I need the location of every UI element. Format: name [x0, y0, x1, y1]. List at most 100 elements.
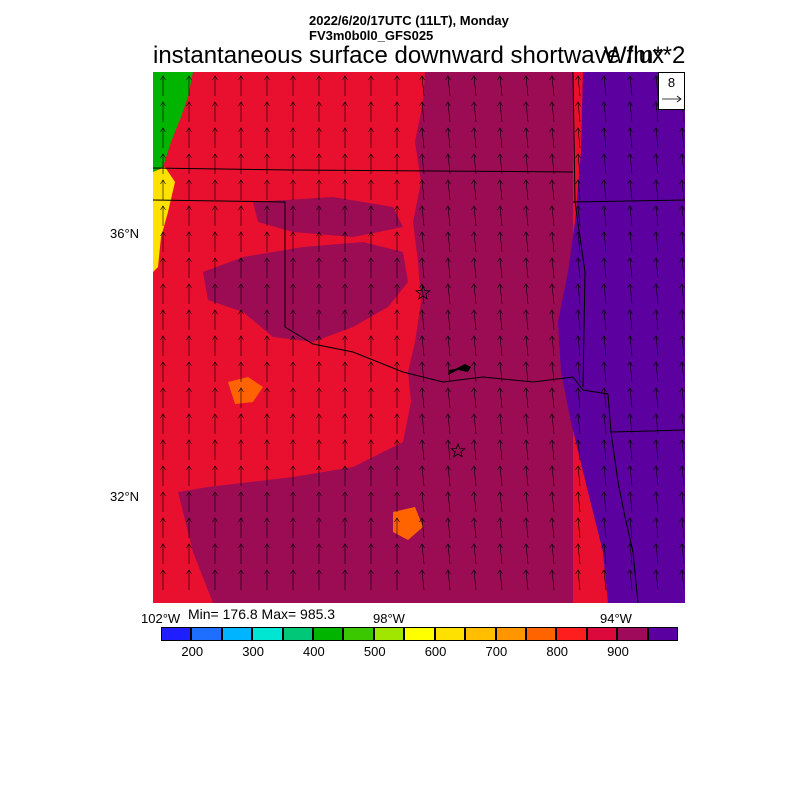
wind-vector-arrow: [238, 231, 244, 252]
wind-vector-arrow: [186, 205, 192, 226]
wind-vector-arrow: [160, 543, 166, 564]
wind-vector-arrow: [549, 283, 555, 305]
wind-vector-arrow: [523, 439, 529, 461]
wind-vector-arrow: [445, 517, 451, 539]
wind-vector-arrow: [290, 335, 296, 356]
wind-vector-arrow: [160, 413, 166, 434]
wind-vector-arrow: [394, 257, 400, 278]
vector-legend: 8: [658, 72, 685, 110]
wind-vector-arrow: [445, 491, 451, 513]
wind-vector-arrow: [264, 231, 270, 252]
wind-vector-arrow: [497, 543, 503, 565]
colorbar-swatch: [525, 627, 557, 641]
wind-vector-arrow: [627, 179, 633, 201]
wind-vector-arrow: [212, 335, 218, 356]
wind-vector-arrow: [471, 491, 477, 513]
wind-vector-arrow: [238, 257, 244, 278]
wind-vector-arrow: [212, 491, 218, 512]
wind-vector-arrow: [394, 75, 400, 96]
wind-vector-arrow: [290, 127, 296, 148]
wind-vector-arrow: [419, 413, 425, 435]
wind-vector-arrow: [445, 335, 451, 357]
wind-vector-arrow: [238, 387, 244, 408]
colorbar-swatch: [404, 627, 435, 641]
wind-vector-arrow: [419, 127, 425, 149]
wind-vector-arrow: [497, 517, 503, 539]
wind-vector-arrow: [264, 153, 270, 174]
wind-vector-arrow: [342, 309, 348, 330]
colorbar-tick-label: 800: [546, 644, 569, 659]
wind-vector-arrow: [264, 361, 270, 382]
wind-vector-arrow: [523, 569, 529, 591]
wind-vector-arrow: [523, 101, 529, 123]
wind-vector-arrow: [601, 465, 607, 487]
wind-vector-arrow: [264, 387, 270, 408]
wind-vector-arrow: [653, 543, 659, 565]
wind-vector-arrow: [653, 283, 659, 305]
wind-vector-arrow: [212, 387, 218, 408]
wind-vector-arrow: [316, 101, 322, 122]
wind-vector-arrow: [601, 543, 607, 565]
wind-vector-arrow: [419, 205, 425, 227]
wind-vector-arrow: [186, 309, 192, 330]
wind-vector-arrow: [549, 465, 555, 487]
wind-vector-arrow: [160, 465, 166, 486]
wind-vector-arrow: [653, 361, 659, 383]
wind-vector-arrow: [497, 257, 503, 279]
wind-vector-arrow: [238, 309, 244, 330]
wind-vector-arrow: [627, 569, 633, 591]
wind-vector-arrow: [394, 491, 400, 512]
colorbar-swatch: [343, 627, 374, 641]
wind-vector-arrow: [264, 205, 270, 226]
wind-vector-arrow: [497, 231, 503, 253]
wind-vector-arrow: [264, 439, 270, 460]
map-panel: 8: [153, 72, 685, 603]
wind-vector-arrow: [575, 153, 581, 175]
wind-vector-arrow: [316, 387, 322, 408]
wind-vector-arrow: [601, 439, 607, 461]
wind-vector-arrow: [394, 231, 400, 252]
wind-vector-arrow: [471, 439, 477, 461]
wind-vector-arrow: [160, 335, 166, 356]
wind-vector-arrow: [575, 413, 581, 435]
wind-vector-arrow: [653, 569, 659, 591]
wind-vector-arrow: [316, 75, 322, 96]
wind-vector-arrow: [368, 309, 374, 330]
wind-vector-arrow: [419, 179, 425, 201]
wind-vector-arrow: [368, 465, 374, 486]
wind-vector-arrow: [160, 569, 166, 590]
wind-vector-arrow: [419, 361, 425, 383]
wind-vector-arrow: [549, 491, 555, 513]
wind-vector-arrow: [575, 309, 581, 331]
vector-legend-value: 8: [667, 75, 676, 90]
wind-vector-arrow: [238, 205, 244, 226]
wind-vector-arrow: [238, 101, 244, 122]
wind-vector-arrow: [316, 257, 322, 278]
wind-vector-arrow: [627, 413, 633, 435]
wind-vector-arrow: [160, 309, 166, 330]
wind-vector-arrow: [394, 101, 400, 122]
wind-vector-arrow: [186, 101, 192, 122]
wind-vector-arrow: [238, 413, 244, 434]
wind-vector-arrow: [394, 569, 400, 590]
wind-vector-arrow: [368, 205, 374, 226]
colorbar: [161, 627, 678, 641]
wind-vector-arrow: [368, 335, 374, 356]
wind-vector-arrow: [471, 517, 477, 539]
wind-vector-arrow: [419, 465, 425, 487]
wind-vector-arrow: [549, 231, 555, 253]
wind-vector-arrow: [445, 179, 451, 201]
wind-vector-arrow: [497, 205, 503, 227]
wind-vector-arrow: [549, 101, 555, 123]
wind-vector-arrow: [316, 283, 322, 304]
wind-vector-arrow: [627, 335, 633, 357]
wind-vector-arrow: [471, 231, 477, 253]
wind-vector-arrow: [419, 543, 425, 565]
wind-vector-arrow: [549, 335, 555, 357]
colorbar-tick-label: 700: [485, 644, 508, 659]
wind-vector-arrow: [471, 257, 477, 279]
wind-vector-arrow: [316, 361, 322, 382]
wind-vector-arrow: [601, 387, 607, 409]
wind-vector-arrow: [264, 413, 270, 434]
wind-vector-arrow: [653, 101, 659, 123]
